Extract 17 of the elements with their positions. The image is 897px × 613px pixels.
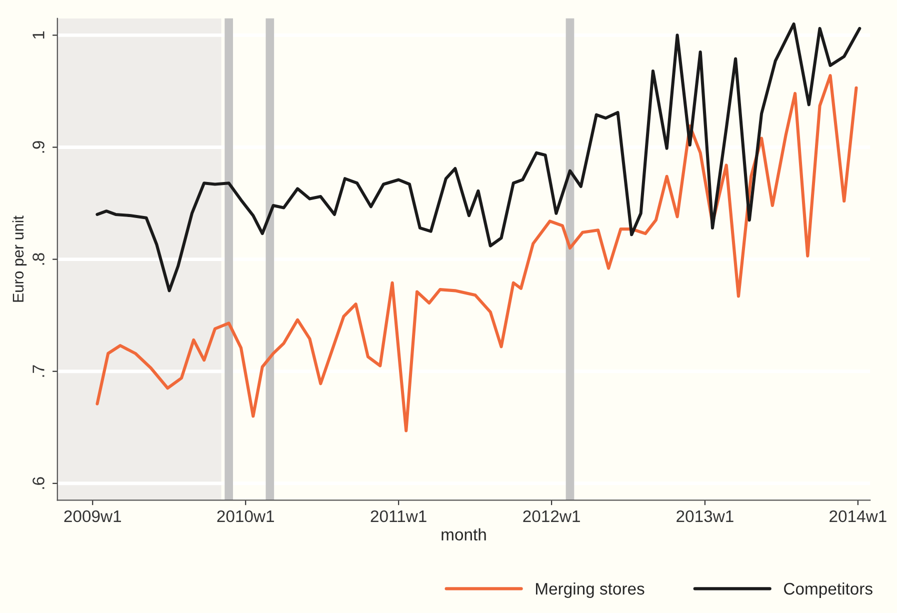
y-tick-label: .8 xyxy=(32,253,44,265)
x-tick-label: 2010w1 xyxy=(217,510,274,522)
line-series xyxy=(96,22,862,292)
x-tick-label: 2009w1 xyxy=(64,510,121,522)
x-tick-label: 2014w1 xyxy=(830,510,886,522)
y-tick-label: .9 xyxy=(32,141,44,153)
x-tick-label: 2011w1 xyxy=(370,510,426,522)
legend-label: Merging stores xyxy=(536,582,644,598)
x-axis-title: month xyxy=(442,528,486,540)
y-axis-title: Euro per unit xyxy=(12,216,27,302)
legend-label: Competitors xyxy=(784,582,872,598)
line-series xyxy=(96,74,858,432)
x-tick-label: 2012w1 xyxy=(523,510,580,522)
y-tick-label: 1 xyxy=(32,31,44,39)
y-tick-label: .6 xyxy=(32,477,44,489)
y-tick-label: .7 xyxy=(32,365,44,377)
x-tick-label: 2013w1 xyxy=(676,510,734,522)
